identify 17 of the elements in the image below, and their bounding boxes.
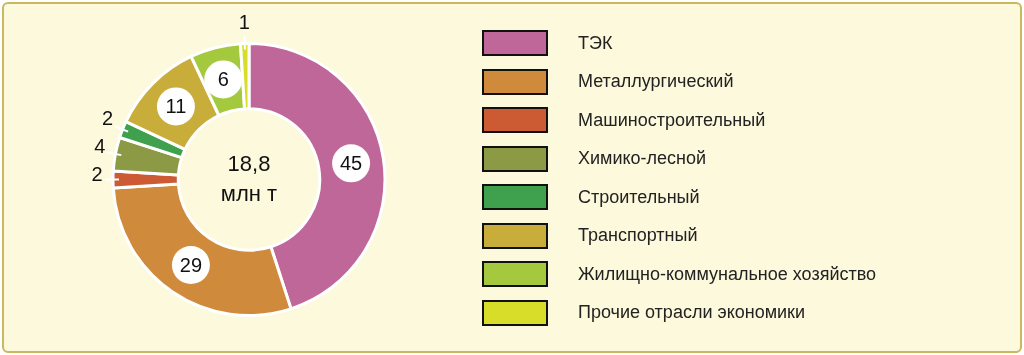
legend-label: ТЭК bbox=[578, 32, 613, 54]
legend-label: Прочие отрасли экономики bbox=[578, 302, 806, 324]
legend-label: Строительный bbox=[578, 186, 700, 208]
data-label: 2 bbox=[91, 163, 103, 186]
data-label: 29 bbox=[179, 253, 203, 276]
legend-label: Транспортный bbox=[578, 225, 698, 247]
data-label: 6 bbox=[217, 67, 229, 90]
legend-label: Металлургический bbox=[578, 71, 734, 93]
data-label: 2 bbox=[102, 107, 114, 130]
legend-label: Машиностроительный bbox=[578, 109, 766, 131]
data-label: 1 bbox=[238, 11, 250, 34]
data-label: 45 bbox=[339, 151, 363, 174]
legend-label: Жилищно-коммунальное хозяйство bbox=[578, 263, 877, 285]
data-label: 11 bbox=[165, 94, 187, 117]
data-label: 4 bbox=[94, 134, 106, 157]
legend-label: Химико-лесной bbox=[578, 148, 707, 170]
text: 18,8 млн т bbox=[220, 150, 278, 206]
